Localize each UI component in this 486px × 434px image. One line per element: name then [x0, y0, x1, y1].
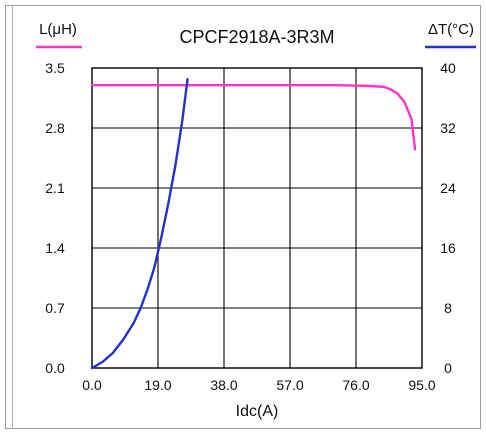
y-right-tick-label: 32 — [440, 120, 456, 136]
y-right-tick-label: 16 — [440, 240, 456, 256]
chart-frame — [5, 5, 481, 429]
y-right-tick-label: 0 — [444, 360, 452, 376]
inductance-series-line — [90, 83, 417, 151]
frame-edge-line — [12, 5, 13, 429]
y-right-axis-label: ΔT(°C) — [428, 21, 474, 38]
y-left-tick-label: 3.5 — [45, 60, 65, 76]
y-left-tick-label: 0.7 — [45, 300, 65, 316]
x-axis-label: Idc(A) — [236, 403, 279, 420]
y-left-tick-label: 1.4 — [45, 240, 65, 256]
x-tick-label: 38.0 — [210, 377, 237, 393]
x-tick-label: 95.0 — [408, 377, 435, 393]
temperature-rise-series-line — [90, 78, 189, 370]
y-right-tick-label: 8 — [444, 300, 452, 316]
y-left-tick-label: 2.1 — [45, 180, 65, 196]
y-right-tick-label: 40 — [440, 60, 456, 76]
y-left-tick-label: 0.0 — [45, 360, 65, 376]
chart-title: CPCF2918A-3R3M — [179, 27, 334, 47]
y-left-axis-label: L(μH) — [39, 21, 77, 38]
x-tick-label: 0.0 — [82, 377, 102, 393]
plot-area-border — [91, 67, 423, 369]
x-tick-label: 57.0 — [276, 377, 303, 393]
y-left-tick-label: 2.8 — [45, 120, 65, 136]
x-tick-label: 76.0 — [342, 377, 369, 393]
y-right-tick-label: 24 — [440, 180, 456, 196]
x-tick-label: 19.0 — [144, 377, 171, 393]
